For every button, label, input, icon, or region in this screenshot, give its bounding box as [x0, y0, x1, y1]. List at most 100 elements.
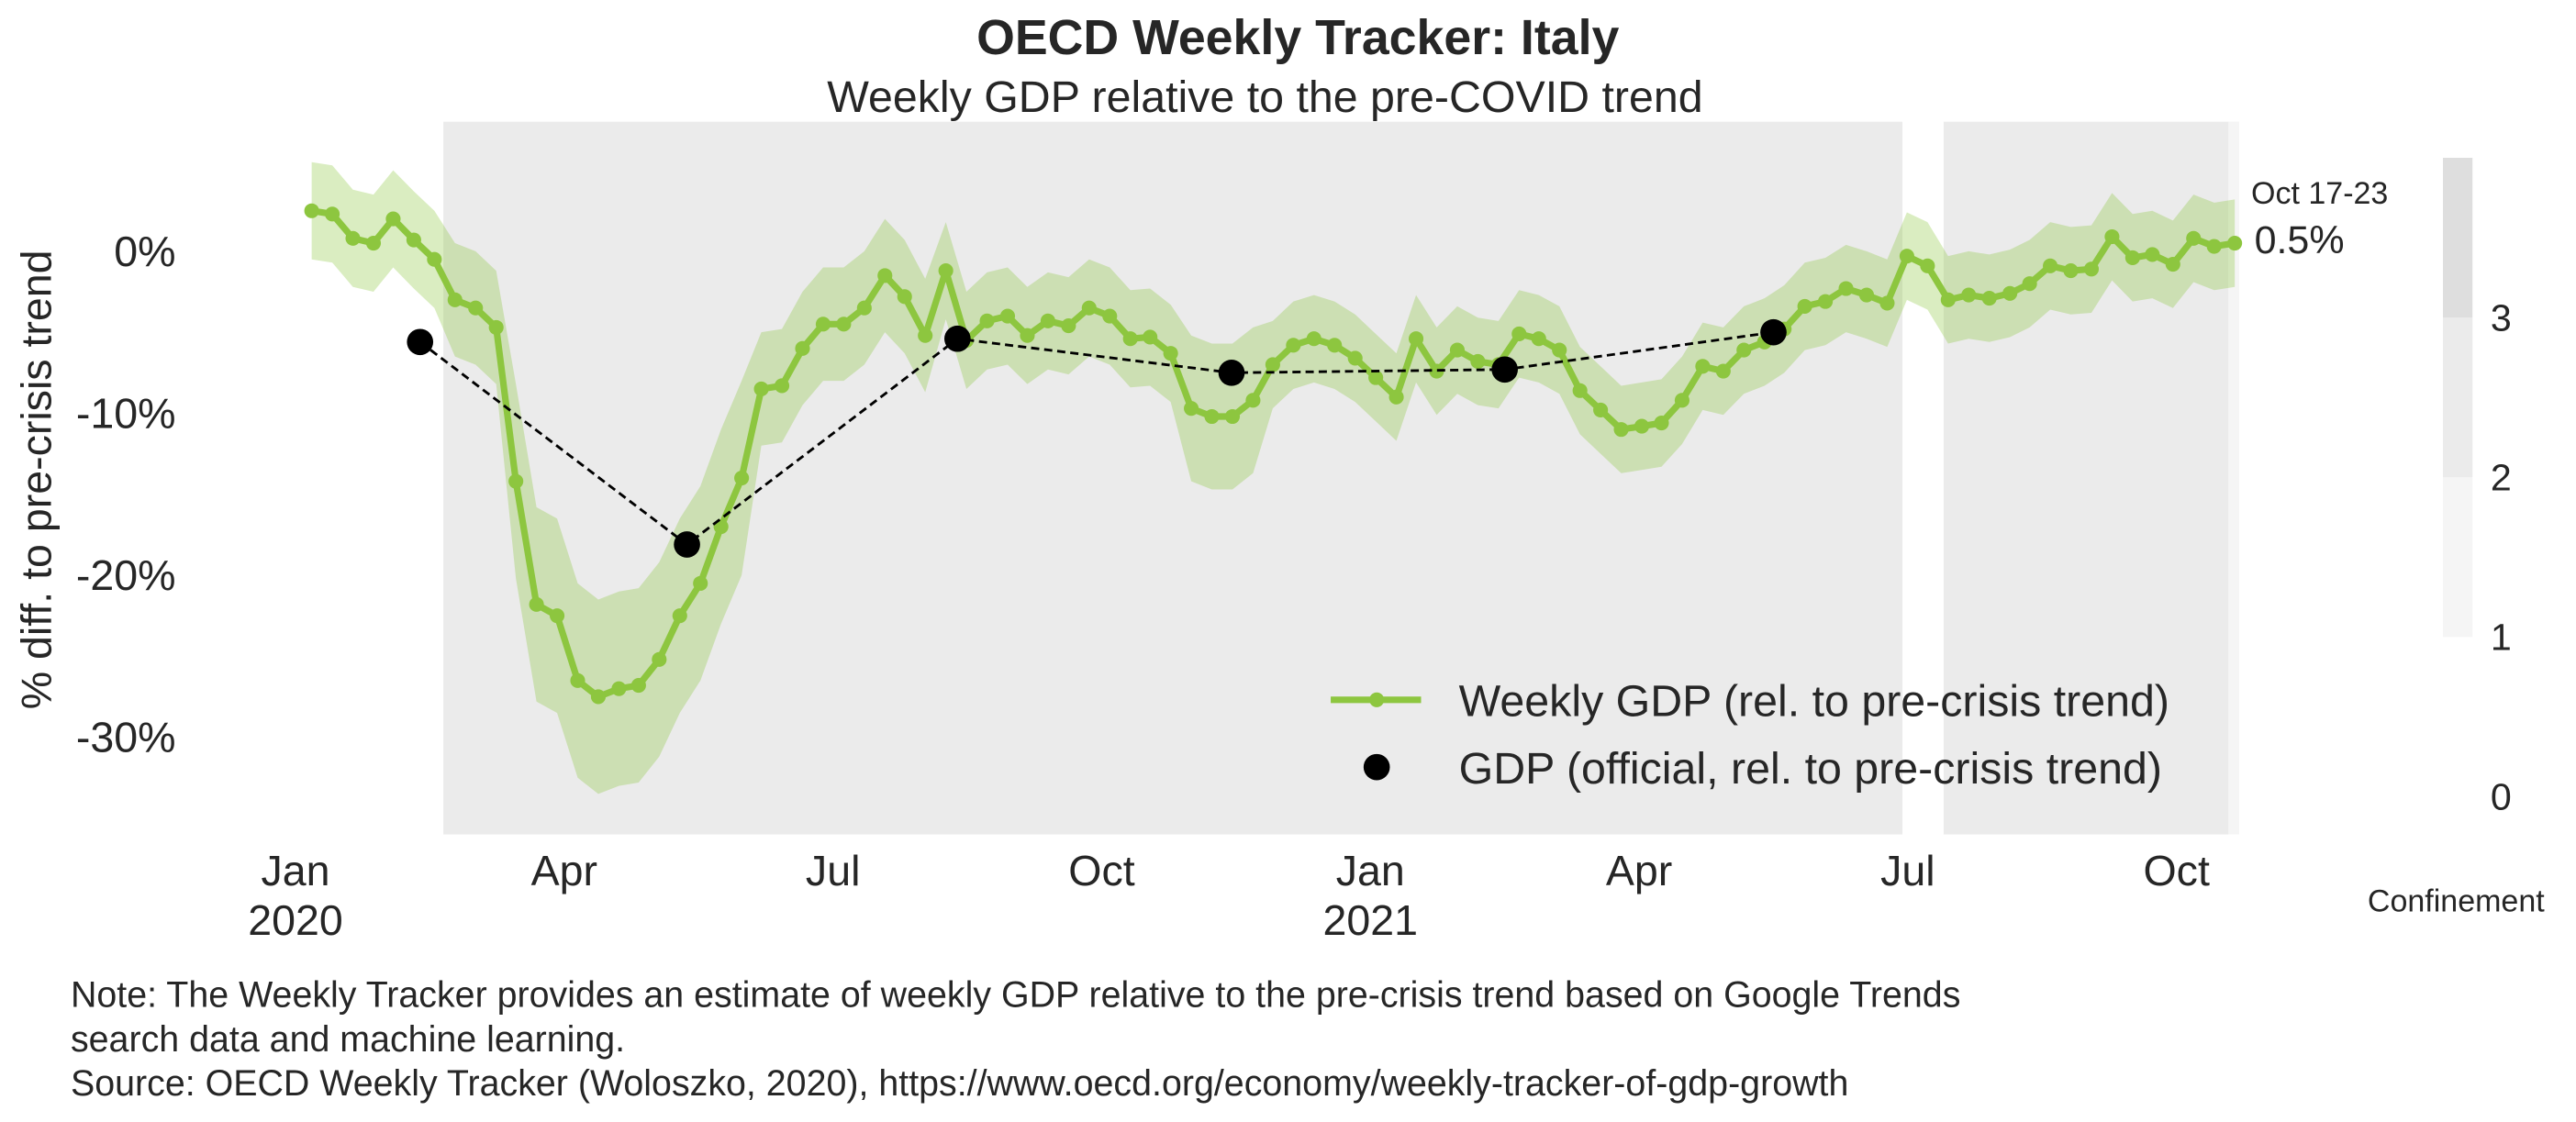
weekly-point — [1388, 389, 1404, 405]
weekly-point — [1286, 338, 1301, 353]
weekly-point — [1572, 383, 1588, 398]
annotation-date: Oct 17-23 — [2251, 176, 2388, 211]
weekly-point — [385, 211, 401, 227]
weekly-point — [979, 313, 995, 328]
weekly-point — [1818, 294, 1834, 309]
weekly-point — [304, 203, 319, 218]
weekly-point — [2104, 228, 2120, 245]
weekly-point — [1020, 328, 1035, 343]
weekly-point — [672, 608, 687, 624]
colorbar-tick-label: 2 — [2491, 457, 2512, 499]
weekly-point — [1184, 401, 1199, 417]
weekly-point — [1613, 422, 1629, 438]
y-tick-label: 0% — [114, 228, 175, 275]
weekly-point — [1674, 393, 1689, 408]
confidence-band — [311, 161, 2236, 794]
x-tick-label: Oct — [2143, 847, 2209, 894]
weekly-point — [550, 608, 565, 624]
weekly-point — [1061, 318, 1076, 334]
weekly-point — [1224, 408, 1241, 425]
weekly-point — [1736, 342, 1752, 358]
annotation-value: 0.5% — [2255, 218, 2345, 262]
weekly-point — [918, 328, 933, 343]
weekly-point — [1797, 298, 1812, 314]
weekly-point — [570, 672, 585, 688]
colorbar-segment — [2442, 637, 2473, 797]
weekly-point — [1838, 281, 1854, 296]
weekly-point — [611, 681, 627, 696]
weekly-point — [1981, 291, 1997, 306]
confinement-period — [443, 121, 1903, 835]
weekly-point — [652, 651, 667, 667]
x-tick-label: Jan 2020 — [248, 847, 343, 944]
weekly-point — [590, 689, 607, 705]
weekly-point — [488, 319, 504, 335]
weekly-point — [1347, 350, 1363, 366]
weekly-point — [2022, 276, 2037, 292]
legend-label: GDP (official, rel. to pre-crisis trend) — [1459, 744, 2162, 794]
weekly-point — [1858, 287, 1875, 303]
weekly-point — [345, 230, 361, 246]
weekly-point — [836, 317, 852, 332]
weekly-point — [1879, 295, 1895, 311]
y-tick-label: -30% — [76, 714, 176, 761]
colorbar-segment — [2442, 158, 2473, 318]
weekly-point — [2083, 261, 2100, 277]
weekly-point — [1306, 331, 1321, 347]
weekly-point — [1634, 418, 1650, 434]
weekly-point — [1245, 393, 1261, 408]
weekly-point — [753, 381, 769, 397]
x-tick-label: Jan 2021 — [1323, 847, 1419, 944]
weekly-point — [1899, 249, 1914, 264]
weekly-point — [877, 268, 893, 283]
weekly-point — [427, 251, 442, 267]
weekly-point — [630, 678, 646, 694]
weekly-point — [938, 263, 953, 279]
legend-swatch — [1363, 753, 1390, 781]
weekly-point — [2186, 230, 2202, 246]
official-point — [1491, 356, 1519, 383]
colorbar-label: Confinement — [2368, 884, 2545, 919]
weekly-point — [447, 292, 463, 307]
weekly-point — [1531, 331, 1546, 347]
weekly-point — [1143, 329, 1158, 345]
weekly-point — [325, 206, 340, 222]
x-tick-label: Oct — [1068, 847, 1134, 894]
x-tick-label: Apr — [531, 847, 597, 894]
weekly-point — [1327, 338, 1343, 353]
weekly-point — [1040, 313, 1055, 328]
colorbar-tick-label: 0 — [2491, 776, 2512, 818]
weekly-point — [1429, 363, 1444, 379]
weekly-point — [795, 340, 810, 356]
weekly-point — [2165, 256, 2180, 272]
weekly-point — [774, 378, 790, 394]
weekly-point — [693, 575, 708, 591]
weekly-point — [1204, 408, 1220, 425]
note-line: search data and machine learning. — [71, 1019, 625, 1060]
weekly-point — [1102, 308, 1118, 324]
weekly-point — [529, 596, 544, 612]
colorbar-tick-label: 1 — [2491, 617, 2512, 659]
official-point — [674, 531, 700, 558]
weekly-point — [1163, 346, 1178, 361]
weekly-point — [897, 289, 912, 305]
weekly-point — [1920, 258, 1935, 273]
weekly-point — [999, 308, 1016, 324]
weekly-point — [2002, 285, 2018, 301]
weekly-point — [1715, 363, 1731, 379]
weekly-point — [2063, 263, 2079, 279]
y-axis-label: % diff. to pre-crisis trend — [12, 250, 60, 709]
weekly-point — [1593, 402, 1609, 417]
colorbar-tick-label: 3 — [2491, 296, 2512, 339]
weekly-point — [468, 300, 484, 316]
note-line: Note: The Weekly Tracker provides an est… — [71, 975, 1960, 1016]
y-tick-label: -10% — [76, 390, 176, 438]
legend-swatch — [1369, 692, 1385, 707]
weekly-point — [1961, 287, 1977, 303]
weekly-point — [1511, 326, 1527, 341]
weekly-point — [734, 471, 750, 486]
colorbar-segment — [2442, 477, 2473, 638]
confinement-period — [1943, 121, 2229, 835]
legend-label: Weekly GDP (rel. to pre-crisis trend) — [1459, 677, 2169, 727]
